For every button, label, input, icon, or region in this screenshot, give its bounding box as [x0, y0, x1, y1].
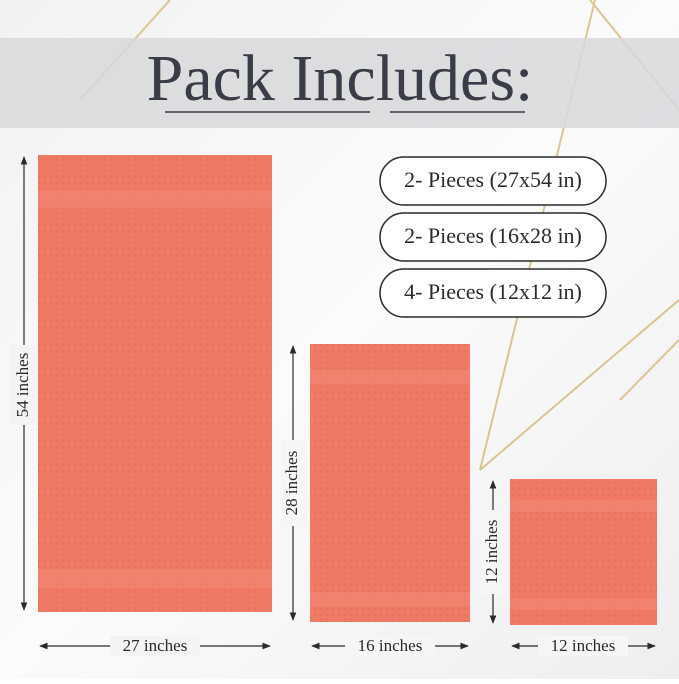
width-label: 27 inches — [123, 636, 188, 655]
label-bg — [481, 510, 505, 594]
width-label: 16 inches — [358, 636, 423, 655]
piece-pill: 2- Pieces (27x54 in) — [379, 156, 607, 206]
width-label: 12 inches — [551, 636, 616, 655]
piece-pill: 4- Pieces (12x12 in) — [379, 268, 607, 318]
title: Pack Includes: — [147, 42, 534, 115]
title-band — [0, 38, 679, 128]
label-bg — [538, 636, 628, 656]
towel-medium — [310, 344, 470, 622]
label-bg — [10, 345, 38, 425]
piece-text: 2- Pieces (27x54 in) — [404, 167, 582, 192]
height-label: 28 inches — [282, 451, 301, 516]
towel-small — [510, 479, 657, 625]
label-bg — [281, 440, 305, 526]
label-bg — [345, 636, 435, 656]
label-bg — [110, 636, 200, 656]
piece-text: 4- Pieces (12x12 in) — [404, 279, 582, 304]
piece-text: 2- Pieces (16x28 in) — [404, 223, 582, 248]
piece-pill: 2- Pieces (16x28 in) — [379, 212, 607, 262]
height-label: 54 inches — [13, 353, 32, 418]
height-label: 12 inches — [482, 520, 501, 585]
towel-large — [38, 155, 272, 612]
